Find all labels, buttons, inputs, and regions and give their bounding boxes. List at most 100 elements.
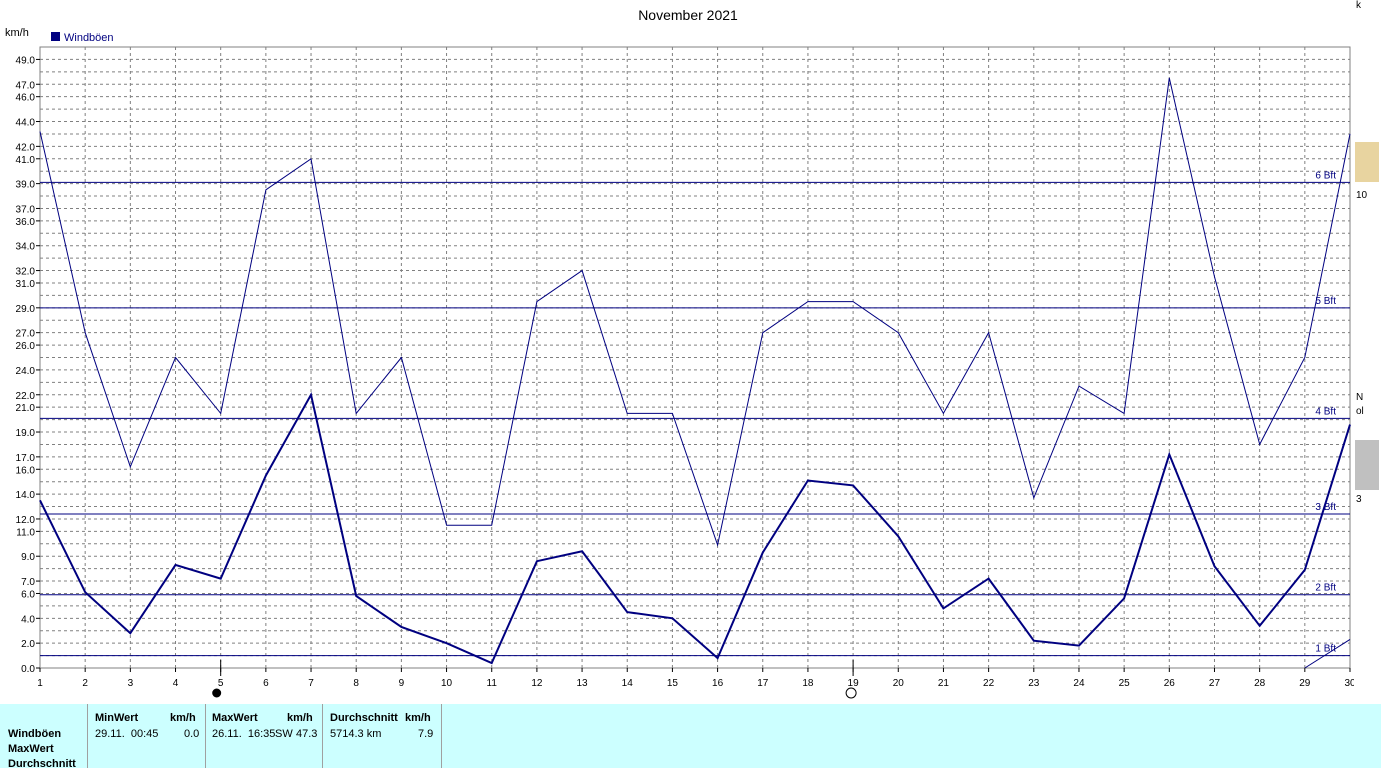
max-column: MaxWert km/h 26.11. 16:35 SW 47.3 bbox=[206, 704, 323, 768]
legend-swatch bbox=[51, 32, 60, 41]
right-strip-icon bbox=[1355, 142, 1379, 182]
max-direction: SW bbox=[275, 728, 293, 740]
avg-unit: km/h bbox=[405, 712, 431, 724]
y-tick-label: 12.0 bbox=[16, 515, 36, 526]
y-tick-label: 14.0 bbox=[16, 490, 36, 501]
y-tick-label: 26.0 bbox=[16, 341, 36, 352]
y-tick-label: 37.0 bbox=[16, 204, 36, 215]
avg-header: Durchschnitt bbox=[330, 712, 398, 724]
x-tick-label: 25 bbox=[1119, 678, 1131, 689]
max-unit: km/h bbox=[287, 712, 313, 724]
full-moon-icon bbox=[845, 687, 857, 699]
series-maxwert-line bbox=[39, 77, 1351, 547]
avg-column: Durchschnitt km/h 5714.3 km 7.9 bbox=[323, 704, 442, 768]
moon-phases bbox=[212, 660, 857, 699]
beaufort-label: 6 Bft bbox=[1315, 170, 1336, 181]
x-tick-label: 12 bbox=[531, 678, 543, 689]
x-tick-label: 20 bbox=[893, 678, 905, 689]
x-tick-label: 28 bbox=[1254, 678, 1266, 689]
x-tick-label: 19 bbox=[848, 678, 860, 689]
y-tick-label: 39.0 bbox=[16, 180, 36, 191]
y-tick-label: 47.0 bbox=[16, 80, 36, 91]
y-tick-label: 46.0 bbox=[16, 93, 36, 104]
avg-value: 7.9 bbox=[418, 728, 434, 740]
min-column: MinWert km/h 29.11. 00:45 0.0 bbox=[87, 704, 206, 768]
chart: November 2021 km/h Windböen 1 Bft 2 Bft 3 … bbox=[5, 7, 1354, 699]
x-tick-label: 4 bbox=[173, 678, 179, 689]
stats-table: Windböen MaxWert Durchschnitt MinWert km… bbox=[0, 704, 1381, 770]
x-tick-label: 18 bbox=[802, 678, 814, 689]
x-tick-label: 3 bbox=[128, 678, 134, 689]
beaufort-label: 3 Bft bbox=[1315, 502, 1336, 513]
y-tick-label: 24.0 bbox=[16, 366, 36, 377]
x-tick-label: 22 bbox=[983, 678, 995, 689]
y-tick-label: 0.0 bbox=[21, 664, 35, 675]
y-tick-label: 9.0 bbox=[21, 552, 35, 563]
legend-label: Windböen bbox=[64, 32, 114, 44]
y-tick-label: 36.0 bbox=[16, 217, 36, 228]
x-tick-label: 1 bbox=[37, 678, 43, 689]
y-tick-label: 27.0 bbox=[16, 329, 36, 340]
right-strip-text: N bbox=[1356, 392, 1364, 403]
beaufort-label: 2 Bft bbox=[1315, 583, 1336, 594]
row-label: MaxWert bbox=[8, 743, 54, 755]
y-tick-label: 21.0 bbox=[16, 403, 36, 414]
y-tick-label: 34.0 bbox=[16, 242, 36, 253]
x-tick-label: 13 bbox=[577, 678, 589, 689]
beaufort-label: 1 Bft bbox=[1315, 644, 1336, 655]
x-tick-label: 27 bbox=[1209, 678, 1221, 689]
series-min-segment bbox=[1304, 639, 1351, 669]
x-tick-label: 9 bbox=[399, 678, 405, 689]
x-tick-label: 30 bbox=[1344, 678, 1354, 689]
y-tick-label: 11.0 bbox=[16, 527, 35, 538]
y-tick-label: 4.0 bbox=[21, 614, 35, 625]
max-value: 47.3 bbox=[296, 728, 318, 740]
y-tick-label: 31.0 bbox=[16, 279, 36, 290]
right-edge-strip: k 10 N ol 3 bbox=[1354, 0, 1381, 704]
right-strip-text: ol bbox=[1356, 406, 1364, 417]
min-header: MinWert bbox=[95, 712, 139, 724]
min-value: 0.0 bbox=[184, 728, 200, 740]
x-tick-label: 29 bbox=[1299, 678, 1311, 689]
x-tick-label: 8 bbox=[353, 678, 359, 689]
y-tick-label: 29.0 bbox=[16, 304, 36, 315]
x-tick-label: 16 bbox=[712, 678, 724, 689]
beaufort-lines: 1 Bft 2 Bft 3 Bft 4 Bft 5 Bft 6 Bft bbox=[40, 170, 1350, 657]
avg-distance: 5714.3 km bbox=[330, 728, 382, 740]
x-tick-label: 24 bbox=[1073, 678, 1085, 689]
right-strip-text: 3 bbox=[1356, 494, 1362, 505]
chart-title: November 2021 bbox=[638, 7, 738, 23]
row-label: Windböen bbox=[8, 728, 62, 740]
y-tick-label: 41.0 bbox=[16, 155, 36, 166]
x-tick-label: 11 bbox=[487, 678, 498, 689]
y-tick-label: 32.0 bbox=[16, 267, 36, 278]
max-header: MaxWert bbox=[212, 712, 258, 724]
series-windboeen-line bbox=[39, 392, 1351, 665]
min-time: 29.11. 00:45 bbox=[95, 728, 159, 740]
x-axis: 1 2 3 4 5 6 7 8 9 10 11 12 13 14 15 16 17 18 19 20 21 22 23 24 2… bbox=[37, 668, 1354, 689]
x-tick-label: 6 bbox=[263, 678, 269, 689]
max-time: 26.11. 16:35 bbox=[212, 728, 276, 740]
min-unit: km/h bbox=[170, 712, 196, 724]
x-tick-label: 14 bbox=[622, 678, 634, 689]
right-strip-text: 10 bbox=[1356, 190, 1368, 201]
y-tick-label: 19.0 bbox=[16, 428, 36, 439]
x-tick-label: 10 bbox=[441, 678, 453, 689]
x-tick-label: 15 bbox=[667, 678, 679, 689]
beaufort-label: 4 Bft bbox=[1315, 406, 1336, 417]
y-tick-label: 44.0 bbox=[16, 118, 36, 129]
x-tick-label: 2 bbox=[82, 678, 88, 689]
row-label: Durchschnitt bbox=[8, 758, 76, 770]
x-tick-label: 21 bbox=[938, 678, 950, 689]
x-tick-label: 7 bbox=[308, 678, 314, 689]
right-strip-icon bbox=[1355, 440, 1379, 490]
y-tick-label: 17.0 bbox=[16, 453, 36, 464]
y-tick-label: 49.0 bbox=[16, 55, 36, 66]
y-tick-label: 2.0 bbox=[21, 639, 35, 650]
grid bbox=[40, 47, 1350, 668]
new-moon-icon bbox=[212, 688, 222, 698]
y-tick-label: 7.0 bbox=[21, 577, 35, 588]
x-tick-label: 26 bbox=[1164, 678, 1176, 689]
y-tick-label: 16.0 bbox=[16, 465, 36, 476]
stats-row-labels: Windböen MaxWert Durchschnitt bbox=[0, 704, 87, 770]
